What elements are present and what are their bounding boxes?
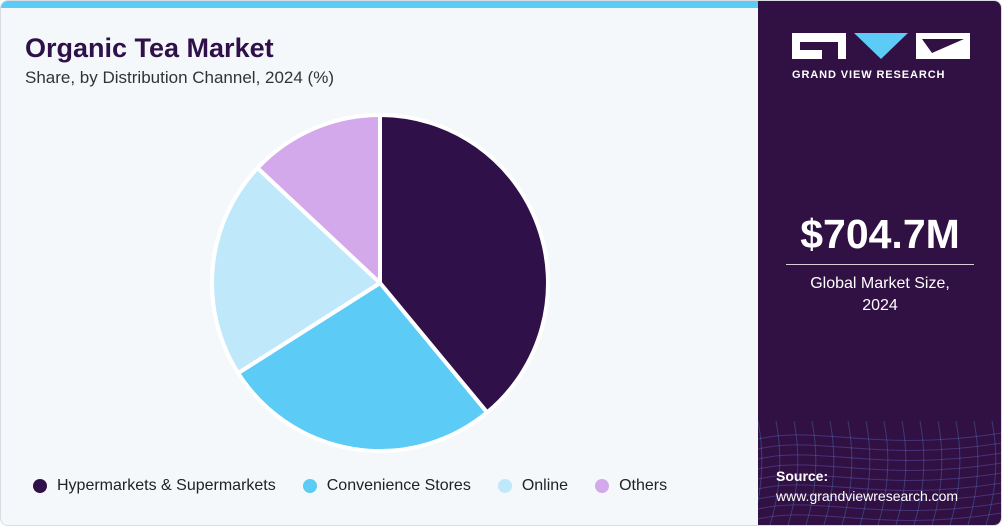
- grid-line: [758, 502, 1001, 511]
- market-caption-line1: Global Market Size,: [810, 275, 950, 292]
- source-url[interactable]: www.grandviewresearch.com: [776, 488, 959, 504]
- pie-slice-convenience-stores: [236, 281, 490, 453]
- chart-subtitle: Share, by Distribution Channel, 2024 (%): [25, 68, 334, 87]
- value-divider: [786, 264, 974, 265]
- source-label: Source:: [776, 468, 829, 484]
- legend-swatch: [497, 479, 512, 493]
- pie-slice-others: [255, 113, 382, 285]
- legend-label: Hypermarkets & Supermarkets: [57, 477, 276, 494]
- logo-text: GRAND VIEW RESEARCH: [792, 69, 946, 81]
- grid-line: [769, 421, 781, 525]
- legend-item: Others: [595, 477, 667, 495]
- grid-line: [877, 421, 889, 525]
- grid-line: [758, 462, 1001, 471]
- sidebar-panel: GRAND VIEW RESEARCH $704.7M Global Marke…: [758, 1, 1001, 525]
- market-size-value: $704.7M: [800, 211, 960, 257]
- market-caption-line2: 2024: [862, 297, 898, 314]
- grid-line: [758, 442, 1001, 451]
- grid-line: [805, 421, 817, 525]
- grid-line: [758, 482, 1001, 491]
- grid-line: [758, 492, 1001, 501]
- grid-line: [758, 472, 1001, 481]
- legend-item: Convenience Stores: [302, 477, 471, 495]
- market-size-caption: Global Market Size, 2024: [758, 273, 1001, 317]
- logo-mark: [792, 33, 970, 59]
- legend-swatch: [33, 479, 47, 493]
- pie-slice-hypermarkets-supermarkets: [378, 113, 550, 415]
- source-note: Source: www.grandviewresearch.com: [776, 468, 958, 504]
- grid-line: [967, 421, 979, 525]
- legend-label: Others: [619, 477, 668, 494]
- legend-label: Convenience Stores: [326, 477, 471, 494]
- grid-line: [931, 421, 943, 525]
- legend-item: Hypermarkets & Supermarkets: [33, 477, 276, 495]
- grid-line: [949, 421, 961, 525]
- wave-grid-decoration: [758, 421, 1001, 525]
- legend-swatch: [595, 479, 610, 493]
- grid-line: [758, 452, 1001, 461]
- chart-panel: Organic Tea Market Share, by Distributio…: [1, 8, 758, 525]
- grid-line: [841, 421, 853, 525]
- grid-line: [859, 421, 871, 525]
- legend-item: Online: [497, 477, 569, 495]
- grid-line: [787, 421, 799, 525]
- legend-label: Online: [521, 477, 569, 494]
- brand-logo: GRAND VIEW RESEARCH: [792, 33, 970, 81]
- pie-slice-online: [210, 165, 382, 376]
- grid-line: [985, 421, 997, 525]
- pie-chart: [210, 113, 550, 453]
- grid-line: [758, 512, 1001, 521]
- logo-shapes-icon: [792, 33, 970, 59]
- grid-line: [823, 421, 835, 525]
- grid-line: [895, 421, 907, 525]
- chart-legend: Hypermarkets & Supermarkets Convenience S…: [33, 477, 694, 495]
- top-accent-bar: [1, 1, 758, 8]
- grid-line: [913, 421, 925, 525]
- grid-line: [758, 421, 763, 504]
- chart-title: Organic Tea Market: [25, 33, 274, 63]
- grid-line: [758, 432, 1001, 441]
- legend-swatch: [302, 479, 317, 493]
